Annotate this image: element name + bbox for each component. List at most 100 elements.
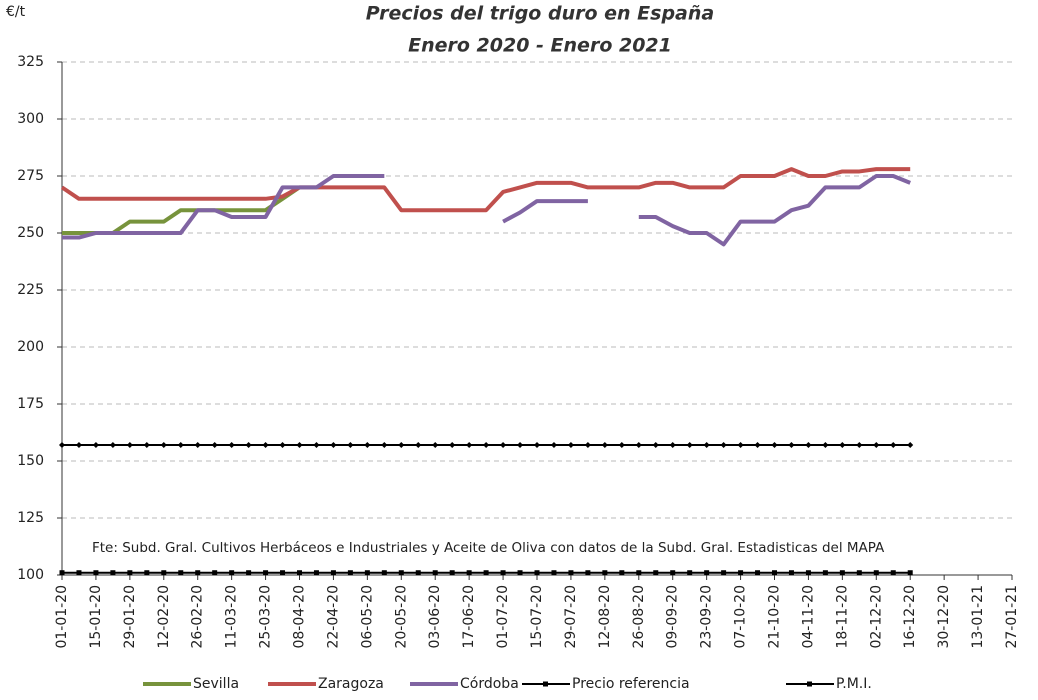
point-marker xyxy=(59,570,65,576)
point-marker xyxy=(160,442,167,449)
point-marker xyxy=(822,570,828,576)
point-marker xyxy=(721,570,727,576)
point-marker xyxy=(110,570,116,576)
point-marker xyxy=(262,442,269,449)
point-marker xyxy=(280,570,286,576)
y-tick-label: 100 xyxy=(17,567,44,583)
point-marker xyxy=(805,442,812,449)
point-marker xyxy=(449,442,456,449)
point-marker xyxy=(636,570,642,576)
point-marker xyxy=(567,442,574,449)
point-marker xyxy=(211,442,218,449)
point-marker xyxy=(737,442,744,449)
point-marker xyxy=(517,442,524,449)
x-tick-label: 09-09-20 xyxy=(665,585,681,649)
point-marker xyxy=(738,570,744,576)
x-tick-label: 27-01-21 xyxy=(1004,585,1020,649)
y-tick-label: 150 xyxy=(17,453,44,469)
x-tick-label: 22-04-20 xyxy=(325,585,341,649)
point-marker xyxy=(670,570,676,576)
point-marker xyxy=(93,570,99,576)
y-tick-label: 225 xyxy=(17,282,44,298)
point-marker xyxy=(263,570,269,576)
point-marker xyxy=(229,570,235,576)
point-marker xyxy=(839,570,845,576)
point-marker xyxy=(873,442,880,449)
point-marker xyxy=(466,442,473,449)
x-tick-label: 06-05-20 xyxy=(359,585,375,649)
series-line xyxy=(62,185,301,235)
point-marker xyxy=(534,570,540,576)
x-tick-label: 26-02-20 xyxy=(190,585,206,649)
point-marker xyxy=(144,570,150,576)
point-marker xyxy=(212,570,218,576)
point-marker xyxy=(381,570,387,576)
point-marker xyxy=(296,442,303,449)
y-tick-label: 200 xyxy=(17,339,44,355)
point-marker xyxy=(127,570,133,576)
point-marker xyxy=(771,442,778,449)
point-marker xyxy=(907,570,913,576)
point-marker xyxy=(602,570,608,576)
x-tick-label: 03-06-20 xyxy=(427,585,443,649)
point-marker xyxy=(788,442,795,449)
chart-title: Precios del trigo duro en España xyxy=(366,3,714,25)
point-marker xyxy=(415,570,421,576)
point-marker xyxy=(415,442,422,449)
point-marker xyxy=(788,570,794,576)
point-marker xyxy=(873,570,879,576)
x-tick-label: 17-06-20 xyxy=(461,585,477,649)
x-tick-label: 18-11-20 xyxy=(834,585,850,649)
point-marker xyxy=(805,570,811,576)
point-marker xyxy=(228,442,235,449)
point-marker xyxy=(347,442,354,449)
point-marker xyxy=(178,570,184,576)
legend-label: Zaragoza xyxy=(318,676,384,692)
point-marker xyxy=(890,442,897,449)
x-tick-label: 21-10-20 xyxy=(767,585,783,649)
point-marker xyxy=(550,442,557,449)
point-marker xyxy=(601,442,608,449)
point-marker xyxy=(704,570,710,576)
legend-label: Córdoba xyxy=(460,676,519,692)
x-tick-label: 07-10-20 xyxy=(733,585,749,649)
x-tick-label: 30-12-20 xyxy=(936,585,952,649)
point-marker xyxy=(483,442,490,449)
x-tick-label: 25-03-20 xyxy=(258,585,274,649)
y-tick-label: 175 xyxy=(17,396,44,412)
point-marker xyxy=(619,570,625,576)
point-marker xyxy=(652,442,659,449)
x-tick-label: 15-01-20 xyxy=(88,585,104,649)
point-marker xyxy=(551,570,557,576)
x-tick-label: 02-12-20 xyxy=(868,585,884,649)
chart-subtitle: Enero 2020 - Enero 2021 xyxy=(408,35,672,57)
point-marker xyxy=(313,442,320,449)
point-marker xyxy=(890,570,896,576)
point-marker xyxy=(568,570,574,576)
point-marker xyxy=(381,442,388,449)
y-tick-label: 325 xyxy=(17,54,44,70)
series-line xyxy=(638,174,911,247)
point-marker xyxy=(653,570,659,576)
y-tick-label: 300 xyxy=(17,111,44,127)
x-tick-label: 11-03-20 xyxy=(224,585,240,649)
point-marker xyxy=(177,442,184,449)
point-marker xyxy=(856,570,862,576)
point-marker xyxy=(143,442,150,449)
y-axis-label: €/t xyxy=(6,4,26,20)
point-marker xyxy=(330,570,336,576)
point-marker xyxy=(584,442,591,449)
point-marker xyxy=(449,570,455,576)
point-marker xyxy=(59,442,65,449)
series-line xyxy=(60,167,911,213)
x-tick-label: 23-09-20 xyxy=(699,585,715,649)
x-tick-label: 12-02-20 xyxy=(156,585,172,649)
point-marker xyxy=(517,570,523,576)
point-marker xyxy=(92,442,99,449)
point-marker xyxy=(466,570,472,576)
x-tick-label: 12-08-20 xyxy=(597,585,613,649)
point-marker xyxy=(754,442,761,449)
series-line xyxy=(62,174,385,240)
point-marker xyxy=(126,442,133,449)
